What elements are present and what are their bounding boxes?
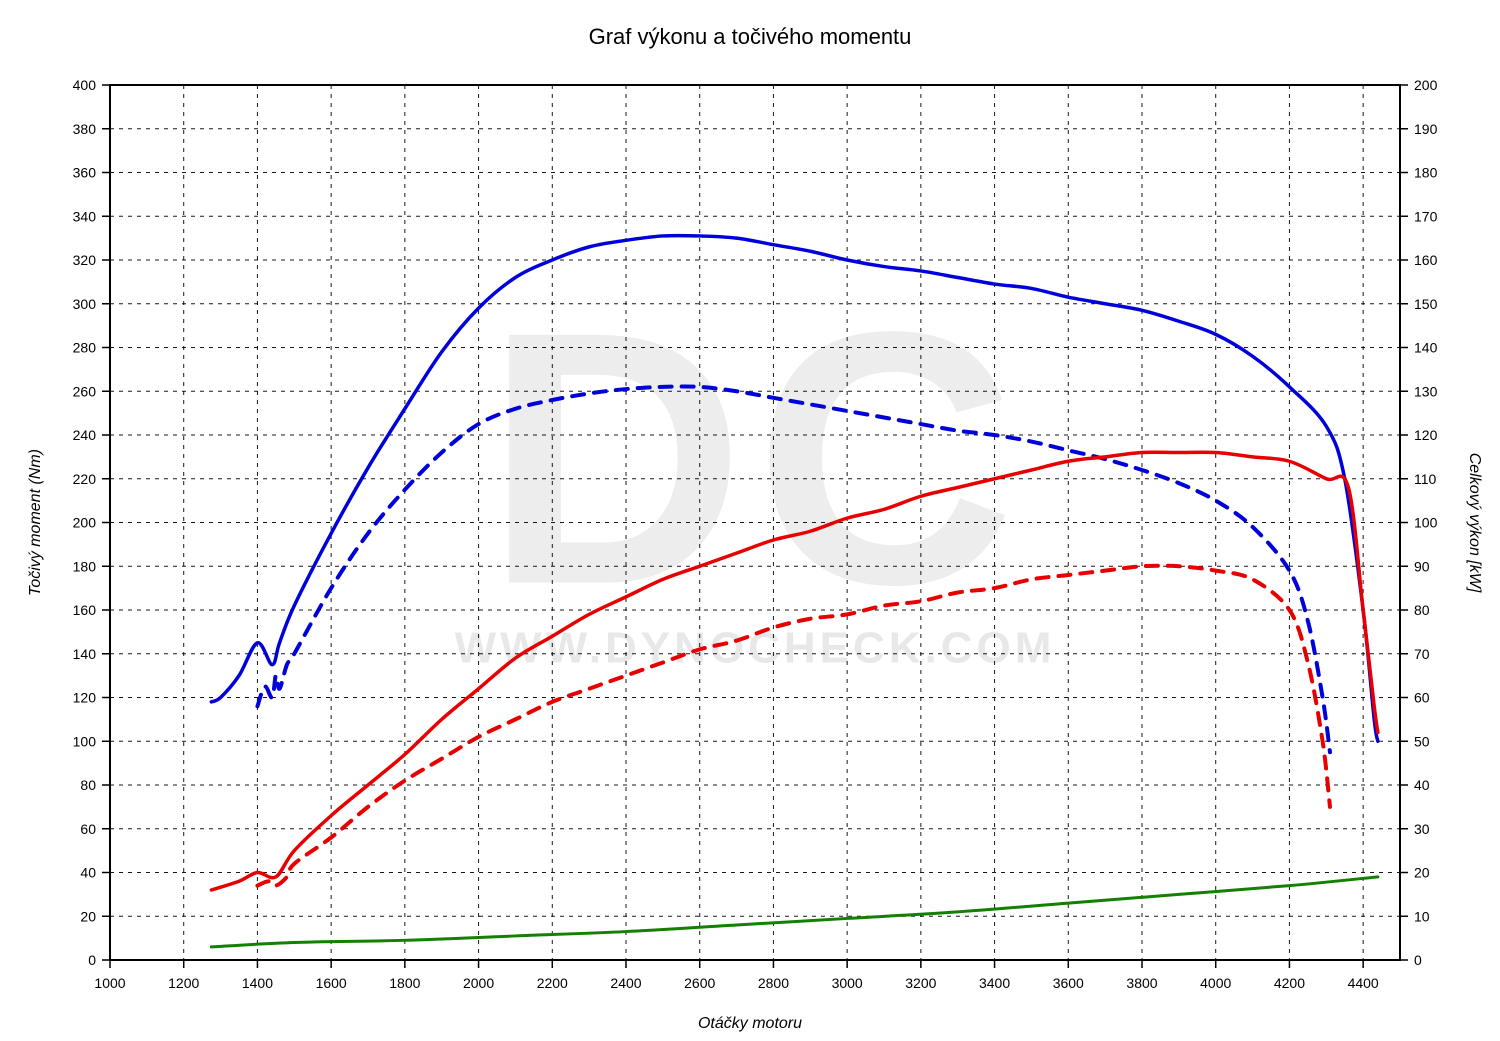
svg-text:0: 0 — [88, 952, 96, 968]
svg-text:50: 50 — [1414, 733, 1430, 749]
svg-text:3200: 3200 — [905, 975, 936, 991]
svg-text:280: 280 — [73, 340, 97, 356]
svg-text:WWW.DYNOCHECK.COM: WWW.DYNOCHECK.COM — [455, 624, 1056, 673]
svg-text:340: 340 — [73, 208, 97, 224]
svg-text:360: 360 — [73, 165, 97, 181]
svg-text:1000: 1000 — [94, 975, 125, 991]
svg-text:2800: 2800 — [758, 975, 789, 991]
svg-text:120: 120 — [1414, 427, 1438, 443]
svg-text:200: 200 — [1414, 77, 1438, 93]
svg-text:180: 180 — [1414, 165, 1438, 181]
svg-text:220: 220 — [73, 471, 97, 487]
svg-text:70: 70 — [1414, 646, 1430, 662]
svg-text:160: 160 — [73, 602, 97, 618]
svg-text:1800: 1800 — [389, 975, 420, 991]
svg-text:3400: 3400 — [979, 975, 1010, 991]
svg-text:0: 0 — [1414, 952, 1422, 968]
svg-text:140: 140 — [1414, 340, 1438, 356]
svg-text:Točivý moment (Nm): Točivý moment (Nm) — [27, 449, 44, 596]
svg-text:3800: 3800 — [1126, 975, 1157, 991]
svg-text:200: 200 — [73, 515, 97, 531]
svg-text:3000: 3000 — [832, 975, 863, 991]
svg-text:170: 170 — [1414, 208, 1438, 224]
svg-text:2600: 2600 — [684, 975, 715, 991]
svg-text:80: 80 — [80, 777, 96, 793]
svg-text:140: 140 — [73, 646, 97, 662]
svg-text:120: 120 — [73, 690, 97, 706]
svg-text:400: 400 — [73, 77, 97, 93]
svg-text:240: 240 — [73, 427, 97, 443]
svg-text:100: 100 — [73, 733, 97, 749]
svg-text:20: 20 — [1414, 865, 1430, 881]
svg-text:30: 30 — [1414, 821, 1430, 837]
svg-text:180: 180 — [73, 558, 97, 574]
svg-text:40: 40 — [1414, 777, 1430, 793]
svg-text:80: 80 — [1414, 602, 1430, 618]
svg-text:4400: 4400 — [1348, 975, 1379, 991]
svg-text:1200: 1200 — [168, 975, 199, 991]
svg-text:320: 320 — [73, 252, 97, 268]
chart-canvas: DCWWW.DYNOCHECK.COM100012001400160018002… — [0, 0, 1500, 1041]
svg-text:1600: 1600 — [316, 975, 347, 991]
svg-text:40: 40 — [80, 865, 96, 881]
svg-text:2000: 2000 — [463, 975, 494, 991]
svg-text:20: 20 — [80, 908, 96, 924]
svg-text:10: 10 — [1414, 908, 1430, 924]
svg-text:90: 90 — [1414, 558, 1430, 574]
svg-text:2400: 2400 — [610, 975, 641, 991]
svg-text:2200: 2200 — [537, 975, 568, 991]
svg-text:60: 60 — [1414, 690, 1430, 706]
svg-text:160: 160 — [1414, 252, 1438, 268]
svg-text:4000: 4000 — [1200, 975, 1231, 991]
svg-text:300: 300 — [73, 296, 97, 312]
svg-text:150: 150 — [1414, 296, 1438, 312]
svg-text:1400: 1400 — [242, 975, 273, 991]
chart-title: Graf výkonu a točivého momentu — [0, 24, 1500, 50]
svg-text:Celkový výkon [kW]: Celkový výkon [kW] — [1466, 453, 1483, 593]
svg-text:3600: 3600 — [1053, 975, 1084, 991]
svg-text:100: 100 — [1414, 515, 1438, 531]
svg-text:110: 110 — [1414, 471, 1437, 487]
svg-text:260: 260 — [73, 383, 97, 399]
svg-text:130: 130 — [1414, 383, 1438, 399]
svg-text:DC: DC — [485, 258, 1025, 660]
svg-text:380: 380 — [73, 121, 97, 137]
svg-text:4200: 4200 — [1274, 975, 1305, 991]
dyno-chart: Graf výkonu a točivého momentu DCWWW.DYN… — [0, 0, 1500, 1041]
x-axis-label: Otáčky motoru — [0, 1015, 1500, 1033]
svg-text:60: 60 — [80, 821, 96, 837]
svg-text:190: 190 — [1414, 121, 1438, 137]
